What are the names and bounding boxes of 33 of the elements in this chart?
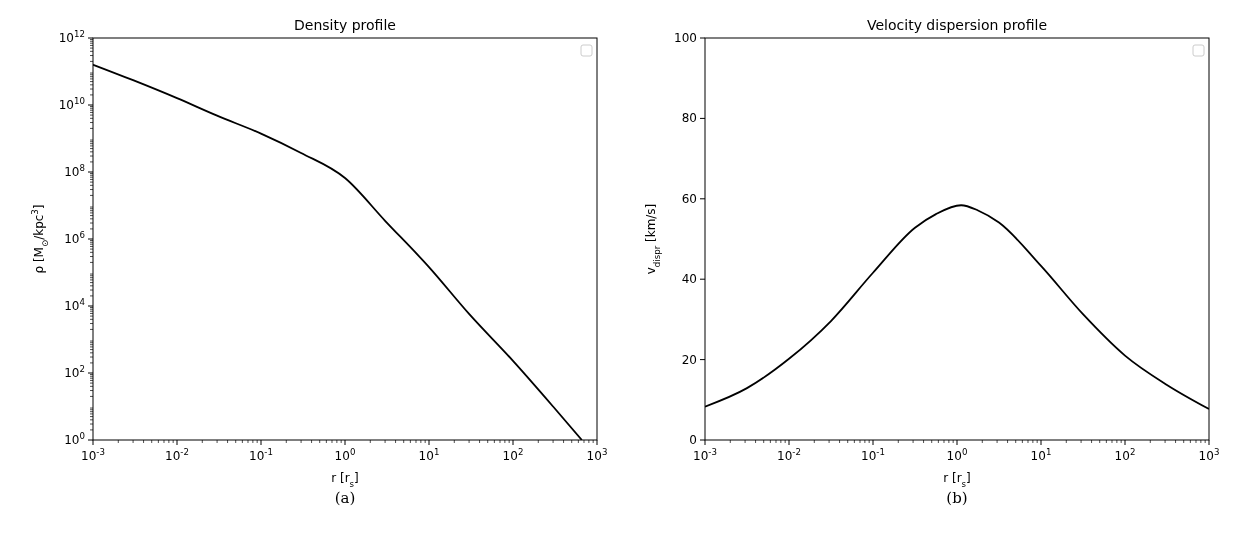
x-tick-label: 10$^{-2}$ (165, 447, 189, 463)
y-tick-label: 10$^{4}$ (64, 297, 85, 313)
y-tick-label: 80 (681, 111, 697, 126)
x-tick-label: 10$^{-2}$ (777, 447, 801, 463)
x-tick-label: 10$^{-1}$ (861, 447, 885, 463)
chart-title: Velocity dispersion profile (867, 17, 1047, 33)
x-tick-label: 10$^{3}$ (586, 447, 608, 463)
y-tick-label: 100 (674, 31, 697, 45)
x-tick-label: 10$^{-1}$ (249, 447, 273, 463)
y-tick-label: 10$^{10}$ (58, 96, 85, 112)
y-tick-label: 60 (681, 191, 697, 206)
x-tick-label: 10$^{-3}$ (693, 447, 717, 463)
y-tick-label: 10$^{6}$ (64, 230, 85, 246)
text: (b) (946, 489, 968, 507)
x-tick-label: 10$^{0}$ (946, 447, 968, 463)
y-tick-label: 10$^{8}$ (64, 163, 85, 179)
y-tick-label: 10$^{12}$ (58, 29, 85, 45)
x-axis-title: r [r$_{s}$] (943, 471, 971, 489)
x-tick-label: 10$^{3}$ (1198, 447, 1220, 463)
x-tick-label: 10$^{0}$ (334, 447, 356, 463)
y-tick-label: 20 (681, 352, 697, 367)
y-tick-label: 40 (681, 272, 697, 287)
x-tick-label: 10$^{2}$ (502, 447, 524, 463)
chart-title: Density profile (294, 17, 396, 33)
text: (a) (334, 489, 356, 507)
y-tick-label: 10$^{2}$ (64, 364, 85, 380)
x-axis-title: r [r$_{s}$] (331, 471, 359, 489)
x-tick-label: 10$^{1}$ (1030, 447, 1052, 463)
x-tick-label: 10$^{1}$ (418, 447, 440, 463)
y-tick-label: 0 (689, 433, 697, 447)
x-tick-label: 10$^{-3}$ (81, 447, 105, 463)
y-tick-label: 10$^{0}$ (64, 431, 85, 447)
x-tick-label: 10$^{2}$ (1114, 447, 1136, 463)
